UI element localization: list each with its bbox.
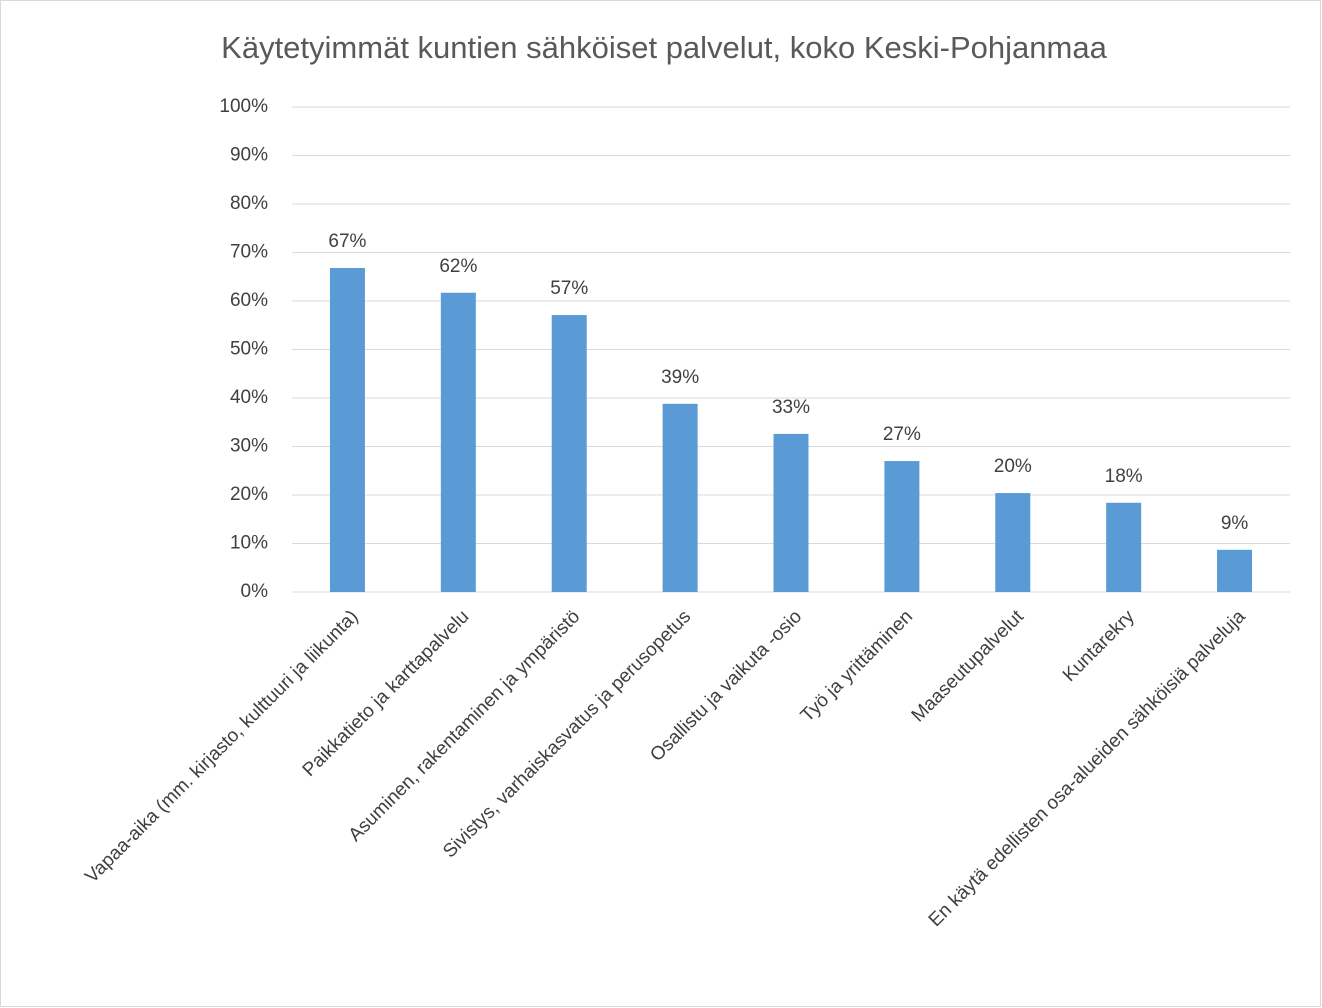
data-label: 20% bbox=[994, 456, 1032, 477]
data-label: 62% bbox=[439, 256, 477, 277]
y-tick-label: 20% bbox=[230, 484, 268, 505]
y-tick-label: 60% bbox=[230, 290, 268, 311]
bar bbox=[440, 292, 476, 592]
data-label: 9% bbox=[1221, 513, 1249, 534]
y-tick-label: 100% bbox=[219, 96, 268, 117]
data-label: 57% bbox=[550, 278, 588, 299]
bar bbox=[773, 433, 809, 592]
y-tick-label: 90% bbox=[230, 145, 268, 166]
bar bbox=[995, 493, 1031, 592]
bar bbox=[662, 403, 698, 592]
data-label: 33% bbox=[772, 397, 810, 418]
data-label: 18% bbox=[1105, 466, 1143, 487]
bar bbox=[1217, 549, 1253, 592]
bar bbox=[551, 315, 587, 592]
data-label: 27% bbox=[883, 424, 921, 445]
y-tick-label: 10% bbox=[230, 533, 268, 554]
chart-title: Käytetyimmät kuntien sähköiset palvelut,… bbox=[221, 30, 1107, 65]
data-label: 39% bbox=[661, 367, 699, 388]
bar bbox=[884, 461, 920, 592]
data-label: 67% bbox=[328, 231, 366, 252]
y-tick-label: 0% bbox=[241, 581, 269, 602]
bar bbox=[1106, 502, 1142, 592]
y-tick-label: 40% bbox=[230, 387, 268, 408]
y-tick-label: 50% bbox=[230, 339, 268, 360]
y-tick-label: 30% bbox=[230, 436, 268, 457]
y-tick-label: 80% bbox=[230, 193, 268, 214]
y-tick-label: 70% bbox=[230, 242, 268, 263]
bar bbox=[329, 268, 365, 592]
